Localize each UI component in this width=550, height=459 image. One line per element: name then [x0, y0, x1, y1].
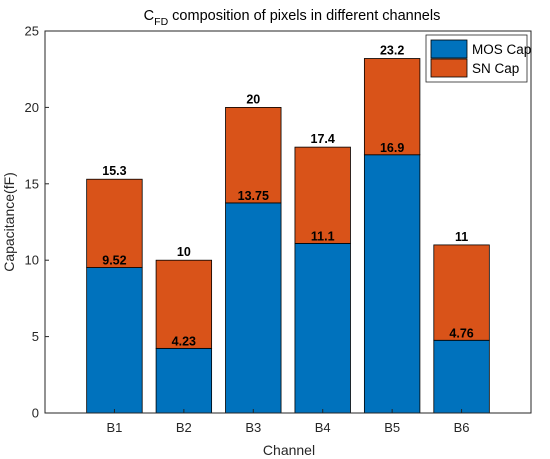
y-axis-ticks: 0 5 10 15 20 25 [25, 24, 49, 421]
total-label-b6: 11 [455, 230, 468, 244]
y-tick-label-25: 25 [25, 24, 39, 39]
y-tick-label-0: 0 [32, 406, 39, 421]
y-tick-label-5: 5 [32, 329, 39, 344]
segment-label-b3: 13.75 [238, 189, 269, 203]
legend-swatch-mos-cap [430, 39, 468, 59]
title-subscript: FD [154, 16, 168, 28]
segment-label-b5: 16.9 [380, 141, 404, 155]
title-main: C [144, 8, 154, 24]
bar-b6-series-0 [433, 339, 490, 414]
title-rest: composition of pixels in different chann… [168, 8, 440, 24]
legend-swatch-sn-cap [430, 58, 468, 78]
bars-layer [86, 58, 490, 414]
bar-b5-series-0 [363, 154, 421, 414]
y-tick-label-10: 10 [25, 253, 39, 268]
x-tick-label-b5: B5 [384, 420, 400, 435]
bar-b3-series-1 [225, 107, 282, 204]
y-axis-label: Capacitance(fF) [1, 172, 17, 272]
legend: MOS Cap SN Cap [425, 34, 531, 83]
bar-b2-series-1 [155, 259, 213, 349]
segment-label-b6: 4.76 [449, 326, 473, 340]
bar-b5-series-1 [363, 58, 421, 156]
bar-b4-series-0 [294, 242, 351, 414]
bar-b1-series-1 [86, 178, 143, 268]
bar-b3-series-0 [225, 202, 282, 414]
plot-frame [44, 30, 532, 414]
data-labels-layer: 9.52 15.3 4.23 10 13.75 20 11.1 17.4 16.9 23.2 4.7… [102, 44, 474, 349]
total-label-b4: 17.4 [311, 132, 335, 146]
x-tick-label-b3: B3 [245, 420, 261, 435]
legend-label-sn-cap: SN Cap [472, 61, 519, 76]
legend-label-mos-cap: MOS Cap [472, 42, 531, 57]
bar-b2-series-0 [155, 347, 213, 414]
x-tick-label-b6: B6 [454, 420, 470, 435]
bar-b1-series-0 [86, 267, 143, 414]
total-label-b3: 20 [246, 92, 260, 106]
total-label-b1: 15.3 [102, 164, 126, 178]
x-axis-ticks: B1 B2 B3 B4 B5 B6 [106, 409, 470, 435]
segment-label-b4: 11.1 [311, 229, 335, 243]
segment-label-b1: 9.52 [102, 254, 126, 268]
x-axis-label: Channel [263, 442, 315, 458]
bar-b6-series-1 [433, 244, 490, 341]
x-tick-label-b2: B2 [176, 420, 192, 435]
bar-b4-series-1 [294, 146, 351, 244]
y-tick-label-20: 20 [25, 100, 39, 115]
total-label-b2: 10 [177, 245, 191, 259]
total-label-b5: 23.2 [380, 44, 404, 58]
x-tick-label-b1: B1 [106, 420, 122, 435]
segment-label-b2: 4.23 [172, 334, 196, 348]
x-tick-label-b4: B4 [315, 420, 331, 435]
chart-title: CFD composition of pixels in different c… [144, 8, 441, 28]
y-tick-label-15: 15 [25, 176, 39, 191]
